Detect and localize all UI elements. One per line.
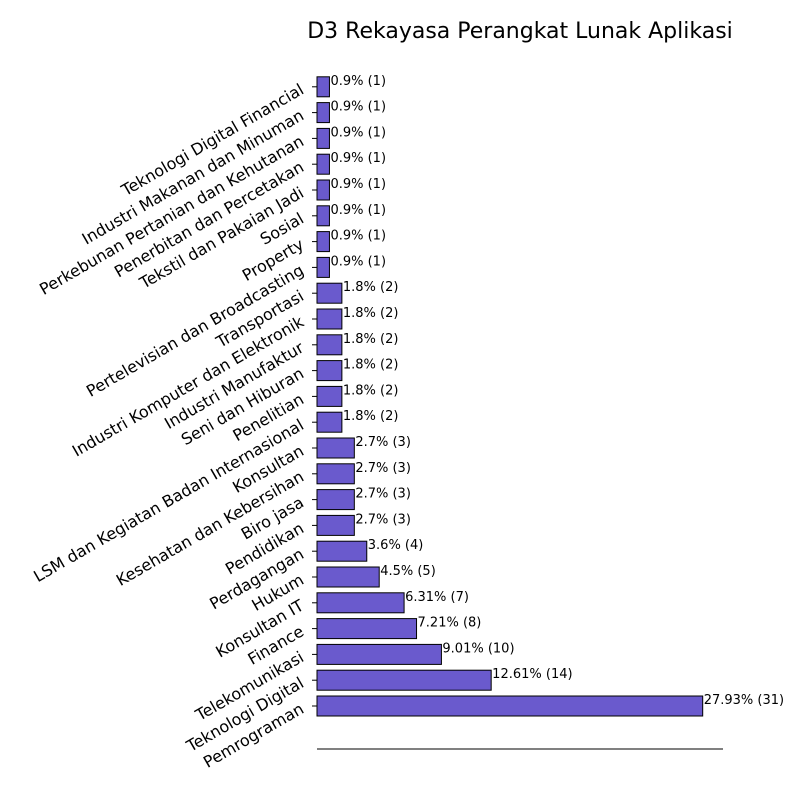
- data-label-15: 1.8% (2): [343, 306, 399, 321]
- bar-8: [316, 489, 355, 511]
- bar-0: [316, 695, 704, 717]
- data-label-3: 7.21% (8): [418, 616, 482, 631]
- bar-14: [316, 334, 343, 356]
- bar-10: [316, 437, 355, 459]
- bar-9: [316, 463, 355, 485]
- bar-21: [316, 153, 330, 175]
- data-label-24: 0.9% (1): [330, 74, 386, 89]
- data-label-8: 2.7% (3): [355, 487, 411, 502]
- bar-11: [316, 411, 343, 433]
- data-label-11: 1.8% (2): [343, 409, 399, 424]
- chart-title: D3 Rekayasa Perangkat Lunak Aplikasi: [307, 19, 733, 44]
- data-label-0: 27.93% (31): [704, 693, 784, 708]
- data-label-23: 0.9% (1): [330, 100, 386, 115]
- data-label-2: 9.01% (10): [442, 641, 514, 656]
- bar-23: [316, 102, 330, 124]
- data-label-18: 0.9% (1): [330, 229, 386, 244]
- bar-6: [316, 540, 368, 562]
- bar-2: [316, 643, 442, 665]
- bar-16: [316, 282, 343, 304]
- data-label-16: 1.8% (2): [343, 280, 399, 295]
- bar-15: [316, 308, 343, 330]
- data-label-20: 0.9% (1): [330, 177, 386, 192]
- data-label-14: 1.8% (2): [343, 332, 399, 347]
- data-label-6: 3.6% (4): [368, 538, 424, 553]
- bar-19: [316, 205, 330, 227]
- data-label-5: 4.5% (5): [380, 564, 436, 579]
- bar-4: [316, 592, 405, 614]
- bar-13: [316, 360, 343, 382]
- data-label-9: 2.7% (3): [355, 461, 411, 476]
- data-label-12: 1.8% (2): [343, 383, 399, 398]
- bar-18: [316, 231, 330, 253]
- data-label-22: 0.9% (1): [330, 125, 386, 140]
- data-label-21: 0.9% (1): [330, 151, 386, 166]
- bar-17: [316, 256, 330, 278]
- bar-5: [316, 566, 380, 588]
- bar-24: [316, 76, 330, 98]
- data-label-1: 12.61% (14): [492, 667, 572, 682]
- data-label-7: 2.7% (3): [355, 512, 411, 527]
- bar-3: [316, 618, 418, 640]
- bar-1: [316, 669, 492, 691]
- data-label-10: 2.7% (3): [355, 435, 411, 450]
- bar-22: [316, 127, 330, 149]
- data-label-4: 6.31% (7): [405, 590, 469, 605]
- data-label-17: 0.9% (1): [330, 254, 386, 269]
- data-label-19: 0.9% (1): [330, 203, 386, 218]
- bar-12: [316, 385, 343, 407]
- bar-20: [316, 179, 330, 201]
- data-label-13: 1.8% (2): [343, 358, 399, 373]
- bar-7: [316, 514, 355, 536]
